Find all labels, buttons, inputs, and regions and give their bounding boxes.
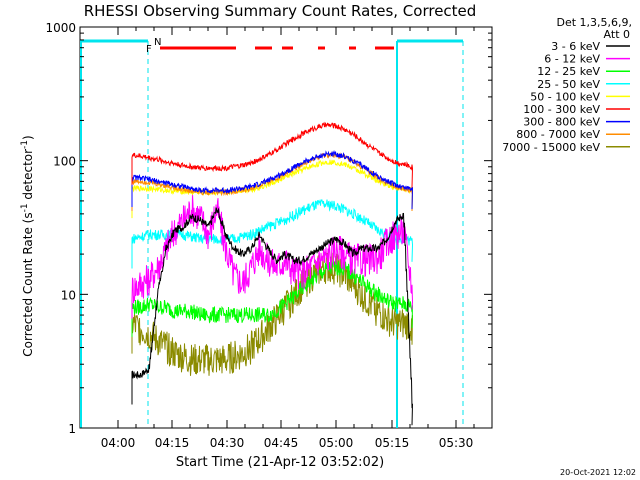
y-axis-label-sup2: -1 [20,140,30,149]
y-axis-label-end: ) [21,135,35,140]
y-axis-label-sup1: -1 [20,203,30,212]
x-tick-label: 04:30 [210,436,245,450]
x-tick-label: 04:15 [155,436,190,450]
legend-header-att: Att 0 [604,28,630,41]
series-line-300-800-kev [131,150,413,210]
series-line-12-25-kev [131,259,413,337]
series-line-50-100-kev [131,159,413,219]
legend-label: 300 - 800 keV [523,116,600,129]
y-axis-label: Corrected Count Rate (s-1 detector-1) [20,135,35,356]
legend-label: 25 - 50 keV [537,78,600,91]
y-axis-label-mid: detector [21,149,35,204]
y-tick-label: 1000 [45,21,76,35]
y-axis-label-main: Corrected Count Rate (s [21,212,35,356]
y-tick-label: 1 [68,422,76,436]
legend-label: 6 - 12 keV [544,53,600,66]
y-tick-label: 100 [53,155,76,169]
x-axis: 04:00 04:15 04:30 04:45 05:00 05:15 05:30 [101,27,475,450]
x-tick-label: 04:00 [101,436,136,450]
x-tick-label: 05:00 [319,436,354,450]
series-line-100-300-kev [131,121,414,188]
plot-frame [79,26,493,429]
x-axis-label: Start Time (21-Apr-12 03:52:02) [176,455,384,470]
legend-label: 3 - 6 keV [551,40,600,53]
x-tick-label: 05:30 [439,436,474,450]
flare-label: F [146,44,152,55]
series-line-3-6-kev [131,207,413,426]
legend-label: 50 - 100 keV [530,90,600,103]
legend-label: 7000 - 15000 keV [502,141,600,154]
y-tick-label: 10 [61,288,76,302]
x-tick-label: 05:15 [375,436,410,450]
legend-header: Det 1,3,5,6,9, [556,16,632,29]
series-layer [131,121,414,426]
night-label: N [154,37,161,48]
series-line-7000-15000-kev [131,252,413,376]
y-axis: 1 10 100 1000 [45,21,492,436]
footer-date: 20-Oct-2021 12:02 [560,468,636,477]
legend-label: 100 - 300 keV [523,103,600,116]
chart-title: RHESSI Observing Summary Count Rates, Co… [84,2,477,20]
legend-label: 800 - 7000 keV [516,128,600,141]
x-tick-label: 04:45 [264,436,299,450]
legend-label: 12 - 25 keV [537,65,600,78]
